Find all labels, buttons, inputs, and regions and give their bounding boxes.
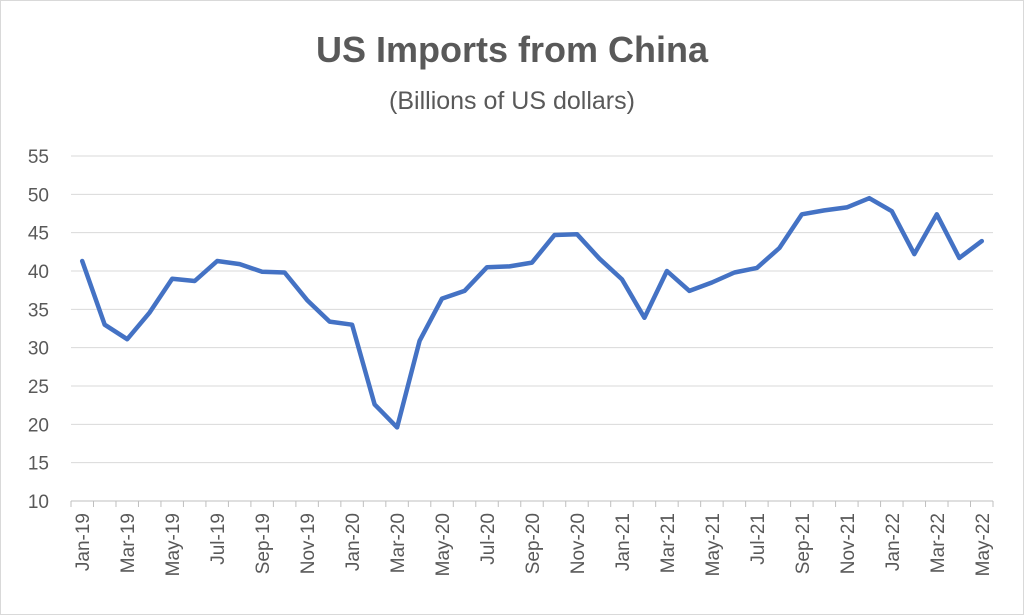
x-tick-label: Jan-19	[73, 513, 94, 571]
x-tick-label: Mar-20	[388, 513, 409, 573]
x-tick-label: Mar-19	[118, 513, 139, 573]
y-tick-label: 10	[28, 492, 49, 513]
x-tick-label: Jan-22	[883, 513, 904, 571]
x-tick-label: Jan-20	[343, 513, 364, 571]
x-tick-label: Jul-21	[748, 513, 769, 565]
x-tick-label: Mar-21	[658, 513, 679, 573]
y-tick-label: 55	[28, 147, 49, 168]
x-tick-label: Sep-20	[523, 513, 544, 574]
x-tick-label: Jan-21	[613, 513, 634, 571]
chart-title: US Imports from China	[315, 29, 709, 70]
y-tick-label: 25	[28, 377, 49, 398]
x-tick-label: Sep-19	[253, 513, 274, 574]
y-tick-label: 20	[28, 415, 49, 436]
x-tick-label: May-22	[973, 513, 994, 576]
x-tick-label: Mar-22	[928, 513, 949, 573]
y-tick-label: 50	[28, 185, 49, 206]
x-tick-label: Nov-21	[838, 513, 859, 574]
x-tick-label: May-20	[433, 513, 454, 576]
y-tick-label: 40	[28, 262, 49, 283]
x-tick-label: Sep-21	[793, 513, 814, 574]
x-tick-label: Nov-20	[568, 513, 589, 574]
chart-subtitle: (Billions of US dollars)	[389, 87, 635, 115]
x-tick-label: Nov-19	[298, 513, 319, 574]
y-tick-label: 35	[28, 300, 49, 321]
x-tick-label: May-21	[703, 513, 724, 576]
x-tick-label: Jul-20	[478, 513, 499, 565]
y-tick-label: 45	[28, 224, 49, 245]
x-tick-label: May-19	[163, 513, 184, 576]
y-tick-label: 15	[28, 454, 49, 475]
series-line	[79, 195, 985, 430]
y-tick-label: 30	[28, 339, 49, 360]
x-tick-label: Jul-19	[208, 513, 229, 565]
